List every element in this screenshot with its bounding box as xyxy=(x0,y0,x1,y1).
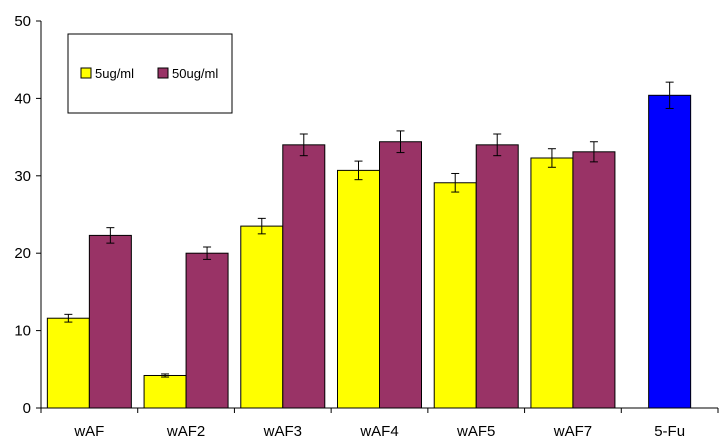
x-tick-label: wAF2 xyxy=(166,423,205,440)
bar-5-Fu-series2 xyxy=(648,94,692,409)
x-tick-label: wAF5 xyxy=(456,423,495,440)
x-tick-label: 5-Fu xyxy=(654,423,685,440)
bar-wAF5-series1 xyxy=(475,144,519,409)
bar-wAF-series1 xyxy=(88,234,132,409)
y-tick-label: 10 xyxy=(14,323,31,340)
legend-label: 50ug/ml xyxy=(172,66,218,81)
bar-wAF3-series1 xyxy=(282,144,326,409)
x-tick-label: wAF7 xyxy=(553,423,592,440)
bar-wAF2-series1 xyxy=(185,252,229,409)
legend-box xyxy=(67,33,233,114)
y-tick-label: 30 xyxy=(14,168,31,185)
bar-wAF3-series0 xyxy=(240,225,284,409)
bar-wAF7-series1 xyxy=(572,151,616,409)
y-tick-label: 20 xyxy=(14,245,31,262)
plot-area: 0 10 20 30 40 50 wAF wAF2 wAF3 wAF4 wAF5 wAF7 5-Fu 5u… xyxy=(14,13,719,440)
bar-wAF4-series1 xyxy=(379,141,422,409)
legend-swatch xyxy=(80,67,92,79)
x-tick-label: wAF3 xyxy=(263,423,302,440)
legend-label: 5ug/ml xyxy=(95,66,134,81)
legend-swatch xyxy=(157,67,169,79)
y-tick-label: 50 xyxy=(14,13,31,30)
bar-wAF5-series0 xyxy=(433,182,477,409)
y-tick-label: 0 xyxy=(23,400,31,417)
x-tick-label: wAF4 xyxy=(359,423,398,440)
x-tick-label: wAF xyxy=(73,423,104,440)
bar-wAF2-series0 xyxy=(143,374,187,409)
bar-wAF-series0 xyxy=(46,317,90,409)
bar-wAF4-series0 xyxy=(337,169,380,409)
bar-wAF7-series0 xyxy=(530,157,574,409)
y-tick-label: 40 xyxy=(14,90,31,107)
